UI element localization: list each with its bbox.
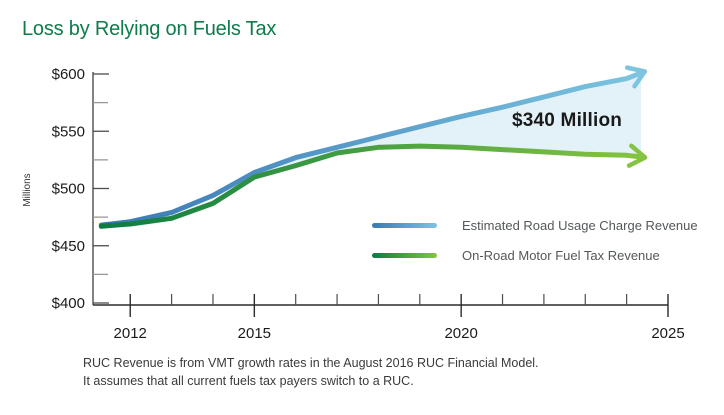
series-line-fuel-tax-revenue — [98, 143, 648, 229]
y-axis-unit-label: Millions — [22, 173, 33, 206]
svg-text:$500: $500 — [52, 181, 85, 198]
footnote-line-2: It assumes that all current fuels tax pa… — [83, 373, 414, 388]
svg-text:$550: $550 — [52, 123, 85, 140]
gap-annotation: $340 Million — [512, 110, 623, 131]
legend-item-fuel-tax-revenue: On-Road Motor Fuel Tax Revenue — [372, 240, 698, 270]
y-axis-ticks: $600 $550 $500 $450 $400 — [52, 66, 109, 312]
svg-text:2025: 2025 — [651, 325, 684, 342]
chart-footnote: RUC Revenue is from VMT growth rates in … — [83, 355, 539, 391]
svg-text:2020: 2020 — [444, 325, 477, 342]
svg-text:$450: $450 — [52, 238, 85, 255]
x-axis-ticks: 2012 2015 2020 2025 — [114, 294, 685, 342]
legend-item-ruc-revenue: Estimated Road Usage Charge Revenue — [372, 210, 698, 240]
svg-text:$400: $400 — [52, 295, 85, 312]
legend-label-ruc-revenue: Estimated Road Usage Charge Revenue — [462, 217, 698, 233]
chart-title: Loss by Relying on Fuels Tax — [22, 18, 277, 40]
series-line-ruc-revenue — [98, 65, 648, 228]
ruc-line-swatch-icon — [372, 222, 437, 228]
svg-text:$600: $600 — [52, 66, 85, 83]
svg-text:2012: 2012 — [114, 325, 147, 342]
svg-text:2015: 2015 — [238, 325, 271, 342]
footnote-line-1: RUC Revenue is from VMT growth rates in … — [83, 356, 539, 370]
chart-legend: Estimated Road Usage Charge Revenue On-R… — [372, 210, 698, 270]
legend-label-fuel-tax-revenue: On-Road Motor Fuel Tax Revenue — [462, 247, 660, 263]
fuel-tax-line-swatch-icon — [372, 252, 437, 258]
